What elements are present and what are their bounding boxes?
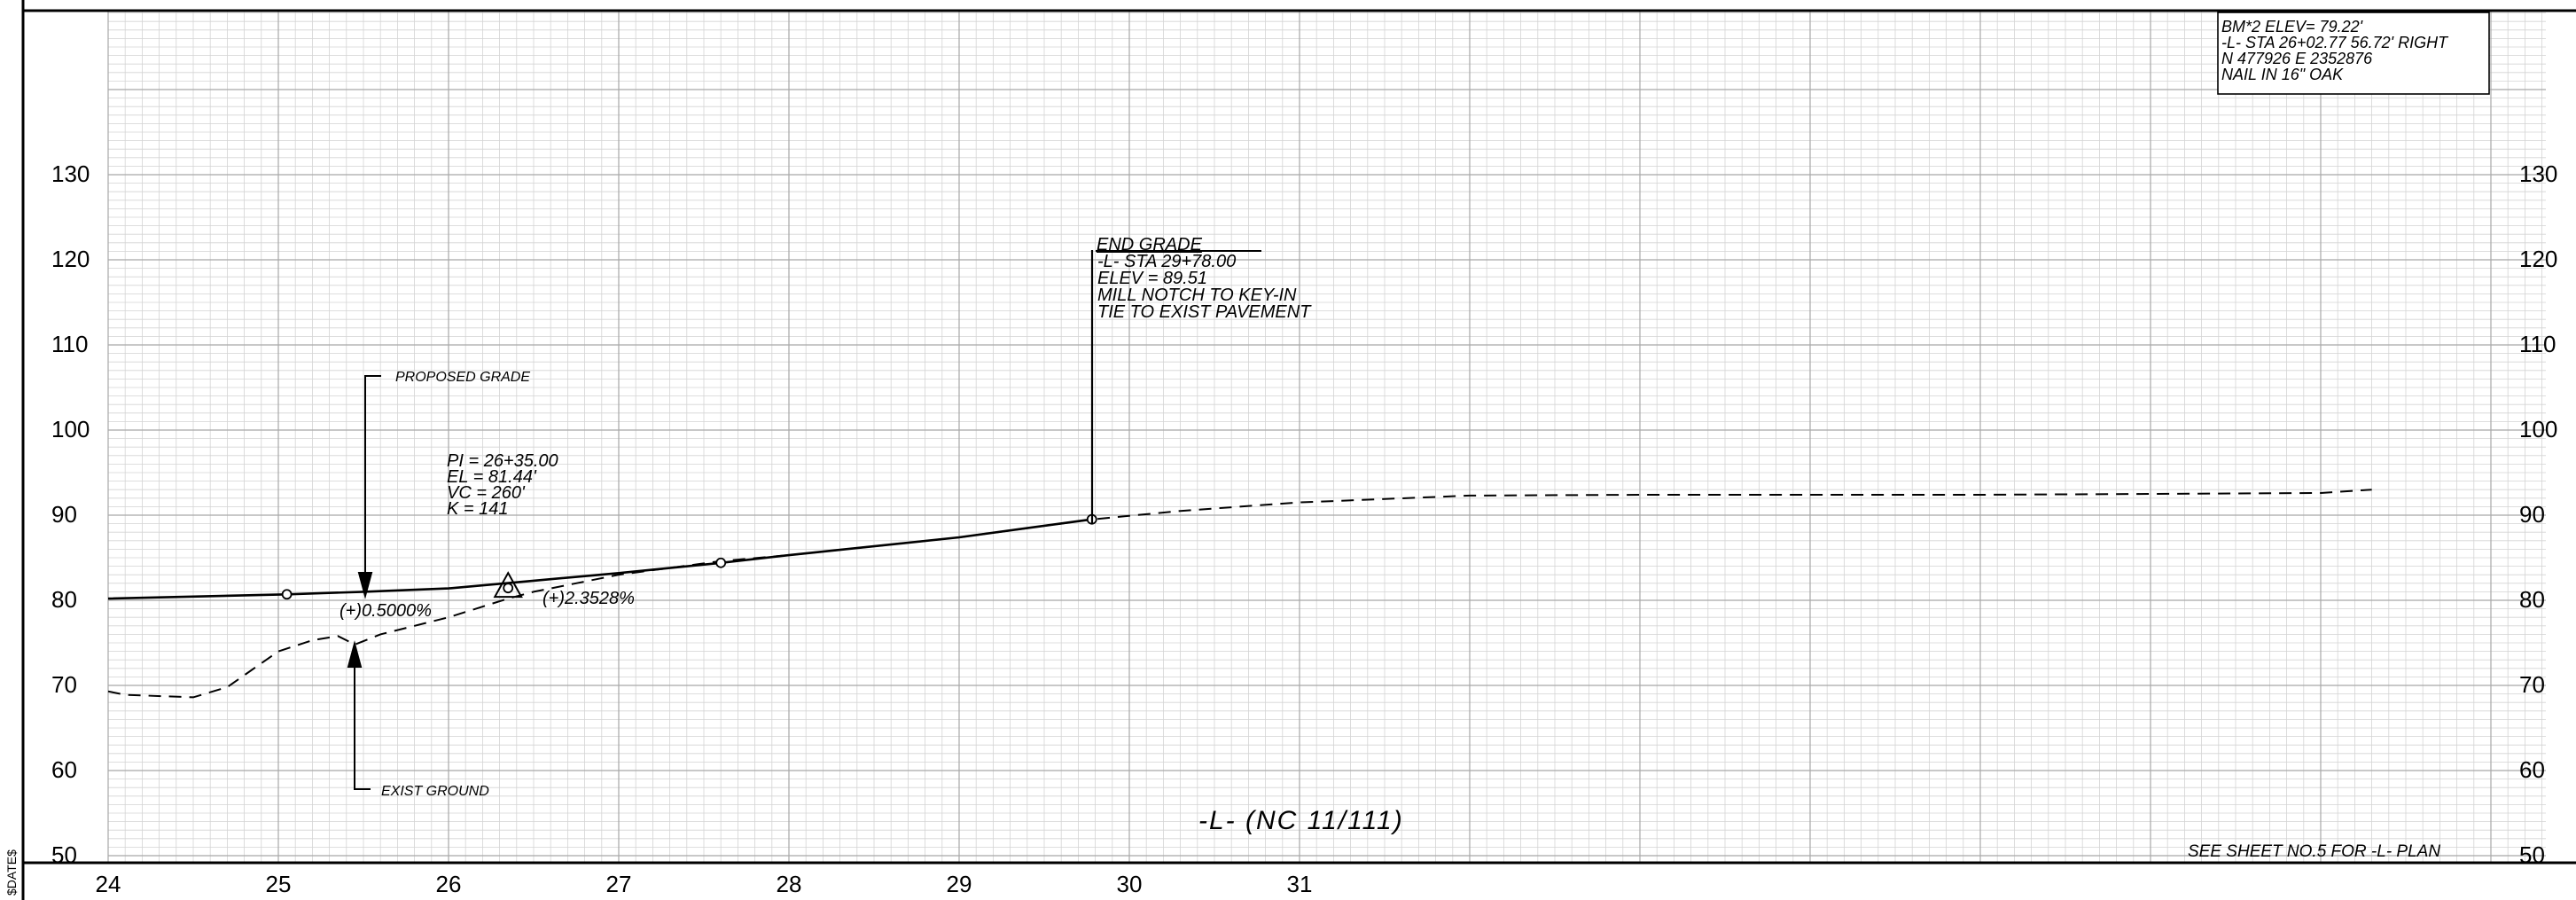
y-tick-label-left: 60 bbox=[51, 756, 77, 783]
profile-markers bbox=[281, 513, 1097, 600]
x-tick-label: 24 bbox=[96, 871, 121, 897]
benchmark-frame bbox=[2217, 12, 2490, 95]
y-tick-label-right: 130 bbox=[2519, 160, 2557, 187]
x-tick-label: 26 bbox=[436, 871, 462, 897]
exist-ground-label: EXIST GROUND bbox=[381, 784, 489, 799]
profile-series bbox=[107, 489, 2372, 699]
y-axis-labels-left: 50 60 70 80 90 100 110 120 130 bbox=[51, 160, 90, 868]
x-tick-label: 28 bbox=[777, 871, 802, 897]
benchmark-box: BM*2 ELEV= 79.22' -L- STA 26+02.77 56.72… bbox=[2217, 12, 2490, 95]
y-tick-label-left: 50 bbox=[51, 841, 77, 868]
end-grade-note-1: MILL NOTCH TO KEY-IN bbox=[1097, 286, 1297, 305]
y-tick-label-right: 120 bbox=[2519, 246, 2557, 272]
x-tick-label: 31 bbox=[1287, 871, 1313, 897]
pi-k-value: K = 141 bbox=[447, 499, 509, 519]
grade-in-label: (+)0.5000% bbox=[340, 601, 432, 621]
exist-ground-arrowhead bbox=[347, 640, 363, 668]
pi-elevation: EL = 81.44' bbox=[447, 467, 537, 487]
end-grade-note-2: TIE TO EXIST PAVEMENT bbox=[1097, 302, 1312, 322]
date-stamp: $DATE$ bbox=[4, 849, 19, 896]
profile-title: -L- (NC 11/111) bbox=[1198, 806, 1404, 835]
y-tick-label-right: 110 bbox=[2519, 331, 2556, 357]
x-axis-labels: 24 25 26 27 28 29 30 31 bbox=[96, 871, 1313, 897]
exist-ground-leader bbox=[354, 656, 371, 790]
curve-point-marker bbox=[281, 589, 293, 600]
y-tick-label-left: 70 bbox=[51, 671, 77, 698]
grid-major bbox=[107, 11, 2546, 863]
y-tick-label-right: 100 bbox=[2519, 416, 2557, 442]
proposed-profile-line bbox=[107, 518, 1092, 600]
proposed-grade-callout bbox=[357, 375, 381, 599]
x-tick-label: 30 bbox=[1117, 871, 1143, 897]
pi-vertical-curve: VC = 260' bbox=[447, 483, 526, 503]
pi-point-marker bbox=[503, 583, 514, 594]
end-grade-title: END GRADE bbox=[1097, 235, 1203, 254]
y-tick-label-left: 130 bbox=[51, 160, 90, 187]
y-tick-label-left: 100 bbox=[51, 416, 90, 442]
footer-note: SEE SHEET NO.5 FOR -L- PLAN bbox=[2188, 842, 2440, 861]
proposed-grade-leader bbox=[364, 375, 381, 583]
grid-minor bbox=[108, 11, 2546, 863]
sheet-frame bbox=[21, 0, 2576, 900]
curve-point-marker bbox=[715, 557, 727, 568]
x-tick-label: 25 bbox=[266, 871, 292, 897]
existing-profile-line bbox=[107, 489, 2372, 699]
benchmark-line-2: -L- STA 26+02.77 56.72' RIGHT bbox=[2221, 34, 2449, 51]
y-tick-label-right: 90 bbox=[2519, 501, 2545, 528]
y-tick-label-left: 110 bbox=[51, 331, 88, 357]
y-tick-label-left: 80 bbox=[51, 586, 77, 613]
grade-out-label: (+)2.3528% bbox=[543, 589, 635, 608]
end-grade-elevation: ELEV = 89.51 bbox=[1097, 269, 1207, 288]
pi-triangle-marker bbox=[493, 571, 523, 599]
y-tick-label-left: 90 bbox=[51, 501, 77, 528]
x-tick-label: 29 bbox=[947, 871, 972, 897]
end-grade-station: -L- STA 29+78.00 bbox=[1097, 252, 1236, 271]
benchmark-line-4: NAIL IN 16" OAK bbox=[2221, 66, 2344, 83]
y-tick-label-right: 70 bbox=[2519, 671, 2545, 698]
benchmark-line-3: N 477926 E 2352876 bbox=[2221, 50, 2373, 67]
end-grade-callout bbox=[1090, 250, 1261, 523]
y-tick-label-right: 80 bbox=[2519, 586, 2545, 613]
proposed-grade-label: PROPOSED GRADE bbox=[395, 370, 530, 385]
exist-ground-callout bbox=[347, 640, 371, 790]
y-axis-labels-right: 50 60 70 80 90 100 110 120 130 bbox=[2519, 160, 2557, 868]
benchmark-line-1: BM*2 ELEV= 79.22' bbox=[2221, 18, 2363, 35]
y-tick-label-right: 50 bbox=[2519, 841, 2545, 868]
y-tick-label-left: 120 bbox=[51, 246, 90, 272]
x-tick-label: 27 bbox=[606, 871, 632, 897]
y-tick-label-right: 60 bbox=[2519, 756, 2545, 783]
pi-station: PI = 26+35.00 bbox=[447, 451, 558, 471]
proposed-grade-arrowhead bbox=[357, 572, 373, 599]
